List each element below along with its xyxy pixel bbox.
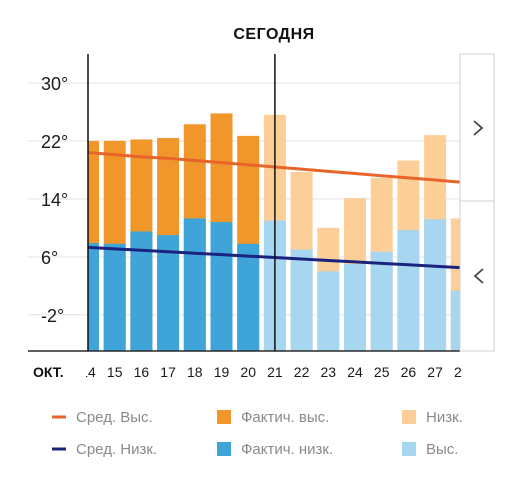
prev-button[interactable] bbox=[461, 202, 493, 350]
x-tick-label: 20 bbox=[240, 364, 256, 380]
legend-marker bbox=[402, 442, 416, 456]
nav-panel bbox=[459, 53, 495, 352]
x-tick-label: 24 bbox=[347, 364, 363, 380]
bar-24 bbox=[344, 264, 366, 351]
x-tick-label: 27 bbox=[427, 364, 443, 380]
next-button-area[interactable] bbox=[461, 55, 493, 200]
x-tick-label: 25 bbox=[374, 364, 390, 380]
legend-marker bbox=[217, 410, 231, 424]
legend-label: Фактич. низк. bbox=[241, 441, 333, 458]
y-tick-label: 30° bbox=[41, 74, 68, 94]
bar-18 bbox=[183, 218, 206, 351]
prev-button-area[interactable] bbox=[461, 202, 493, 350]
bar-28 bbox=[450, 218, 460, 351]
bar-26 bbox=[397, 230, 420, 351]
bar-28 bbox=[450, 290, 460, 351]
x-tick-label: 18 bbox=[187, 364, 203, 380]
legend-label: Низк. bbox=[426, 409, 463, 426]
bar-15 bbox=[103, 243, 126, 351]
month-label: ОКТ. bbox=[33, 364, 64, 380]
next-button[interactable] bbox=[461, 55, 493, 200]
bar-25 bbox=[370, 251, 393, 351]
x-tick-label: 26 bbox=[401, 364, 417, 380]
legend-label: Выс. bbox=[426, 441, 458, 458]
x-tick-label: 15 bbox=[107, 364, 123, 380]
bar-23 bbox=[317, 271, 340, 351]
bar-22 bbox=[290, 249, 313, 351]
bar-17 bbox=[157, 235, 180, 351]
bar-20 bbox=[237, 243, 260, 351]
chevron-left-icon bbox=[473, 268, 484, 284]
y-tick-label: 6° bbox=[41, 248, 58, 268]
y-tick-label: 22° bbox=[41, 132, 68, 152]
x-tick-label: 28 bbox=[454, 364, 470, 380]
x-axis-ticks: 14 15 16 17 18 19 20 21 22 23 24 25 26 27 28 bbox=[80, 364, 470, 380]
legend-item: Сред. Низк. bbox=[52, 441, 157, 458]
axes bbox=[28, 54, 460, 352]
nav-panel-frame bbox=[459, 53, 495, 352]
chevron-right-icon bbox=[473, 120, 484, 136]
y-tick-label: 14° bbox=[41, 190, 68, 210]
legend-item: Сред. Выс. bbox=[52, 409, 153, 426]
x-tick-label: 21 bbox=[267, 364, 283, 380]
legend-item: Фактич. низк. bbox=[217, 441, 333, 458]
legend: Сред. Выс. Фактич. выс. Низк. Сред. Низк. Фа… bbox=[52, 409, 463, 458]
legend-marker bbox=[402, 410, 416, 424]
legend-item: Выс. bbox=[402, 441, 458, 458]
bar-19 bbox=[210, 222, 233, 351]
x-tick-label: 14 bbox=[80, 364, 96, 380]
y-tick-label: -2° bbox=[41, 306, 64, 326]
legend-marker bbox=[217, 442, 231, 456]
legend-label: Сред. Выс. bbox=[76, 409, 153, 426]
bar-14 bbox=[88, 243, 99, 351]
x-tick-label: 22 bbox=[294, 364, 310, 380]
today-label: СЕГОДНЯ bbox=[233, 26, 314, 43]
x-tick-label: 23 bbox=[321, 364, 337, 380]
x-tick-label: 17 bbox=[160, 364, 176, 380]
legend-item: Низк. bbox=[402, 409, 463, 426]
legend-item: Фактич. выс. bbox=[217, 409, 329, 426]
x-tick-label: 19 bbox=[214, 364, 230, 380]
bar-27 bbox=[424, 219, 447, 351]
y-axis-ticks: 30° 22° 14° 6° -2° bbox=[41, 74, 68, 326]
legend-marker bbox=[52, 447, 66, 451]
legend-label: Фактич. выс. bbox=[241, 409, 329, 426]
legend-marker bbox=[52, 415, 66, 419]
x-tick-label: 16 bbox=[134, 364, 150, 380]
bar-16 bbox=[130, 231, 153, 351]
legend-label: Сред. Низк. bbox=[76, 441, 157, 458]
